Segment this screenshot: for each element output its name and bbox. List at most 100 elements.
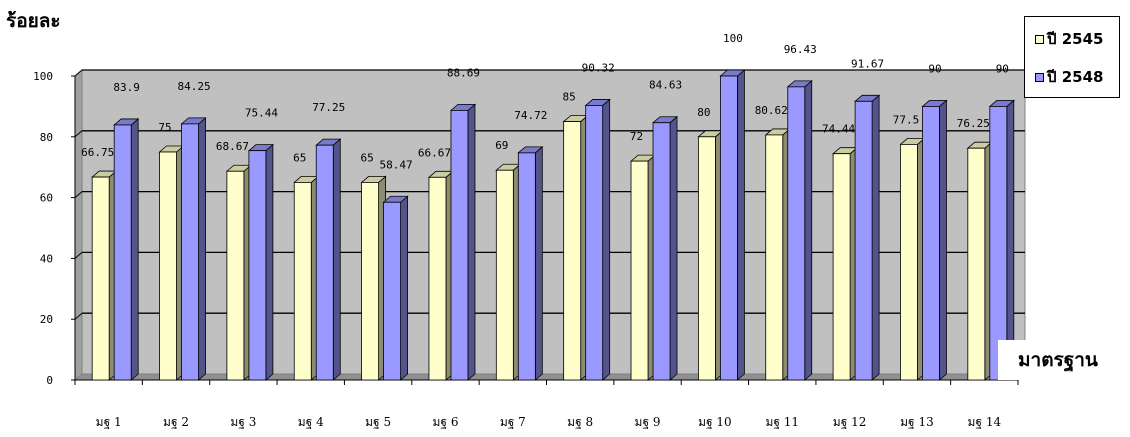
- data-label: 84.63: [649, 79, 682, 92]
- bar: [585, 105, 604, 381]
- plot-back-wall: [81, 69, 1026, 375]
- bar: [719, 75, 738, 381]
- bar: [832, 153, 851, 381]
- x-tick-label: มฐ 6: [432, 415, 458, 429]
- chart-legend: ปี 2545 ปี 2548: [1024, 16, 1120, 98]
- y-tick-label: 0: [46, 374, 53, 387]
- bar: [517, 152, 536, 381]
- x-tick-label: มฐ 11: [765, 415, 799, 429]
- y-tick-label: 80: [40, 131, 53, 144]
- x-tick-label: มฐ 9: [635, 415, 661, 429]
- bar-side: [198, 117, 206, 381]
- x-tick-label: มฐ 1: [96, 415, 122, 429]
- data-label: 90: [996, 62, 1009, 75]
- bar: [900, 143, 918, 381]
- x-axis-title: มาตรฐาน: [998, 340, 1130, 380]
- data-label: 68.67: [216, 140, 249, 153]
- gridline-side: [74, 252, 83, 259]
- bar-side: [332, 138, 341, 381]
- data-label: 75.44: [245, 107, 278, 120]
- x-tick-label: มฐ 3: [230, 415, 256, 429]
- data-label: 85: [563, 91, 576, 104]
- data-label: 100: [723, 32, 743, 45]
- data-label: 74.72: [514, 109, 547, 122]
- bar: [967, 147, 986, 381]
- y-axis-title: ร้อยละ: [6, 10, 61, 32]
- data-label: 88.69: [447, 66, 480, 79]
- bar: [989, 106, 1008, 381]
- bar: [315, 144, 334, 381]
- data-label: 83.9: [113, 81, 140, 94]
- data-label: 76.25: [957, 117, 990, 130]
- data-label: 80: [697, 106, 710, 119]
- bar-side: [602, 98, 611, 381]
- bar-side: [534, 145, 543, 381]
- x-tick-label: มฐ 14: [968, 415, 1002, 429]
- y-tick-label: 100: [33, 70, 53, 83]
- data-label: 90: [928, 62, 941, 75]
- bar: [113, 124, 132, 381]
- bar: [697, 136, 716, 381]
- bar: [248, 150, 267, 381]
- bar: [383, 201, 402, 381]
- data-label: 66.75: [81, 146, 114, 159]
- x-tick-label: มฐ 4: [298, 415, 324, 429]
- bar-side: [871, 94, 880, 381]
- data-label: 75: [158, 121, 171, 134]
- plot-floor: [73, 373, 1027, 381]
- bar: [91, 176, 110, 381]
- bar: [181, 123, 199, 381]
- x-tick-label: มฐ 7: [500, 415, 526, 429]
- bar: [922, 106, 940, 381]
- data-label: 77.5: [893, 113, 920, 126]
- data-label: 58.47: [380, 158, 413, 171]
- gridline-side: [74, 130, 83, 138]
- data-label: 72: [630, 130, 643, 143]
- bar-side: [669, 115, 678, 381]
- gridline-side: [74, 69, 83, 77]
- data-label: 77.25: [312, 101, 345, 114]
- x-tick-label: มฐ 8: [567, 415, 593, 429]
- y-tick-label: 20: [40, 313, 53, 326]
- bar: [226, 170, 245, 381]
- bar-side: [467, 103, 476, 381]
- x-tick-label: มฐ 10: [698, 415, 732, 429]
- bar: [361, 181, 380, 381]
- bar: [495, 169, 514, 381]
- bar: [293, 181, 312, 381]
- y-tick-label: 40: [40, 252, 53, 265]
- x-tick-label: มฐ 13: [900, 415, 934, 429]
- y-tick-label: 60: [40, 192, 53, 205]
- data-label: 69: [495, 139, 508, 152]
- bar-side: [939, 99, 947, 381]
- x-tick-label: มฐ 5: [365, 415, 391, 429]
- data-label: 90.32: [582, 61, 615, 74]
- gridline-side: [74, 191, 83, 198]
- bar-side: [736, 69, 745, 381]
- data-label: 96.43: [784, 43, 817, 56]
- data-label: 84.25: [177, 80, 210, 93]
- bar: [765, 134, 784, 381]
- legend-swatch-2548: [1035, 72, 1044, 82]
- data-label: 74.44: [822, 123, 855, 136]
- bar: [652, 122, 671, 381]
- data-label: 65: [360, 151, 373, 164]
- bar-side: [130, 118, 139, 381]
- bar: [428, 176, 447, 381]
- x-tick-label: มฐ 12: [833, 415, 867, 429]
- bar: [854, 100, 873, 381]
- data-label: 65: [293, 151, 306, 164]
- legend-swatch-2545: [1035, 34, 1044, 44]
- legend-item-2545: ปี 2545: [1035, 29, 1104, 49]
- legend-item-2548: ปี 2548: [1035, 67, 1104, 87]
- bar-side: [265, 143, 274, 381]
- bar: [159, 151, 177, 381]
- x-tick-label: มฐ 2: [163, 415, 189, 429]
- data-label: 66.67: [418, 146, 451, 159]
- plot-side-wall: [74, 68, 83, 382]
- gridline-side: [74, 312, 83, 320]
- bar-side: [1006, 99, 1015, 381]
- bar: [563, 121, 582, 381]
- data-label: 80.62: [755, 104, 788, 117]
